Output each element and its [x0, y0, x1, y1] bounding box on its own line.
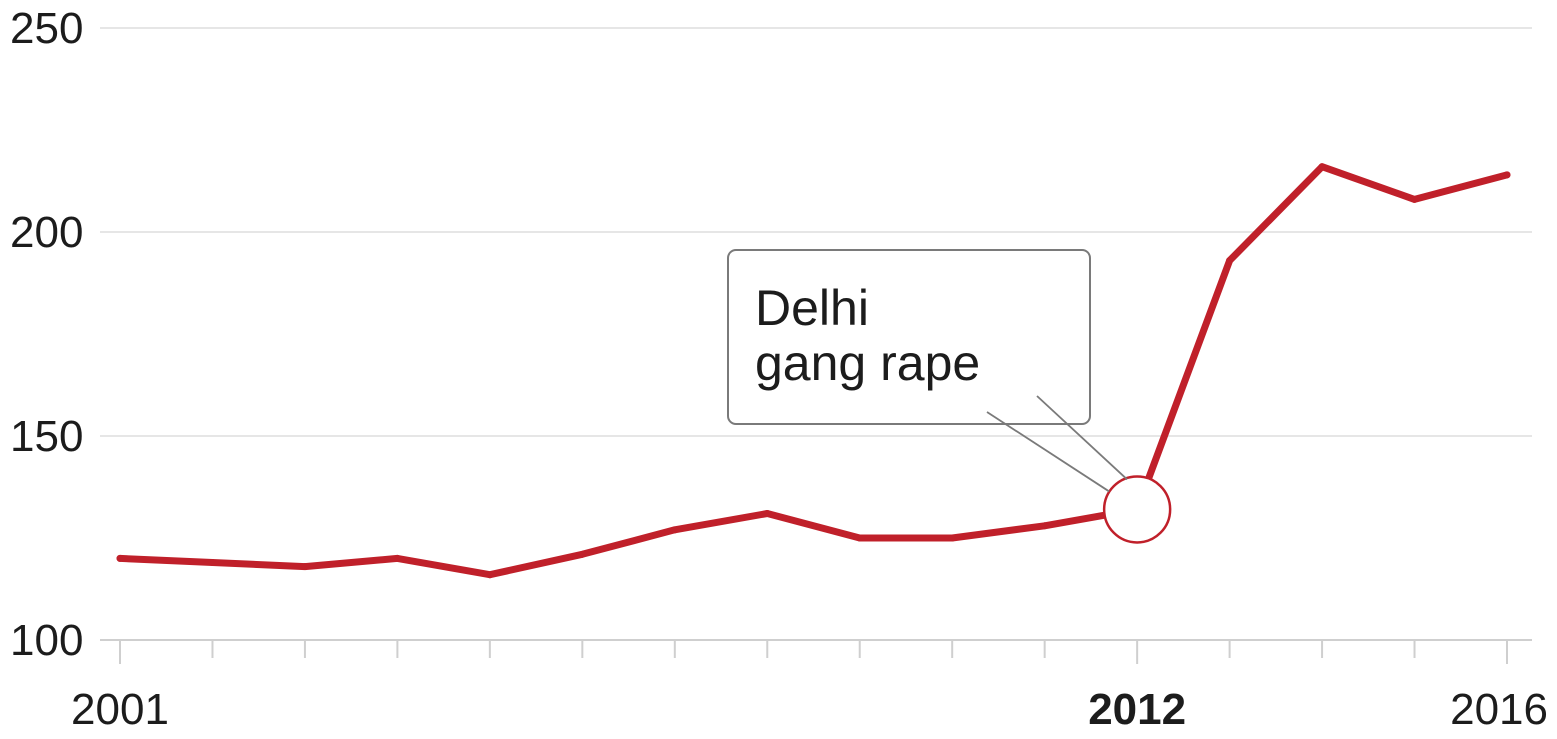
data-point: [948, 534, 956, 542]
y-tick-label: 200: [10, 208, 83, 257]
x-axis: [100, 639, 1532, 664]
annotation-pointer: [1036, 395, 1128, 481]
annotation-text-line: gang rape: [755, 335, 980, 391]
data-point: [393, 554, 401, 562]
annotation-box: [727, 249, 1091, 425]
data-point: [1041, 522, 1049, 530]
data-point: [1411, 195, 1419, 203]
y-tick-label: 250: [10, 4, 83, 53]
data-point: [208, 558, 216, 566]
annotation-marker: [1102, 475, 1172, 544]
x-tick-label: 2012: [1088, 685, 1186, 734]
data-point: [1318, 163, 1326, 171]
x-tick-label: 2001: [71, 685, 169, 734]
series-line: [116, 163, 1511, 579]
annotation-pointer: [986, 411, 1110, 493]
data-point: [301, 563, 309, 571]
data-point: [116, 554, 124, 562]
data-point: [1503, 171, 1511, 179]
data-point: [671, 526, 679, 534]
data-point: [1226, 257, 1234, 265]
data-point: [763, 510, 771, 518]
y-tick-label: 150: [10, 412, 83, 461]
gridlines: [100, 27, 1532, 437]
x-tick-label: 2016: [1450, 685, 1548, 734]
y-tick-label: 100: [10, 616, 83, 665]
y-axis-labels: 100 150 200 250: [10, 4, 83, 665]
data-point: [486, 571, 494, 579]
annotation-text-line: Delhi: [755, 280, 869, 336]
x-axis-labels: 2001 2012 2016: [71, 685, 1548, 734]
series-layer: [116, 163, 1511, 579]
data-point: [578, 550, 586, 558]
data-point: [856, 534, 864, 542]
